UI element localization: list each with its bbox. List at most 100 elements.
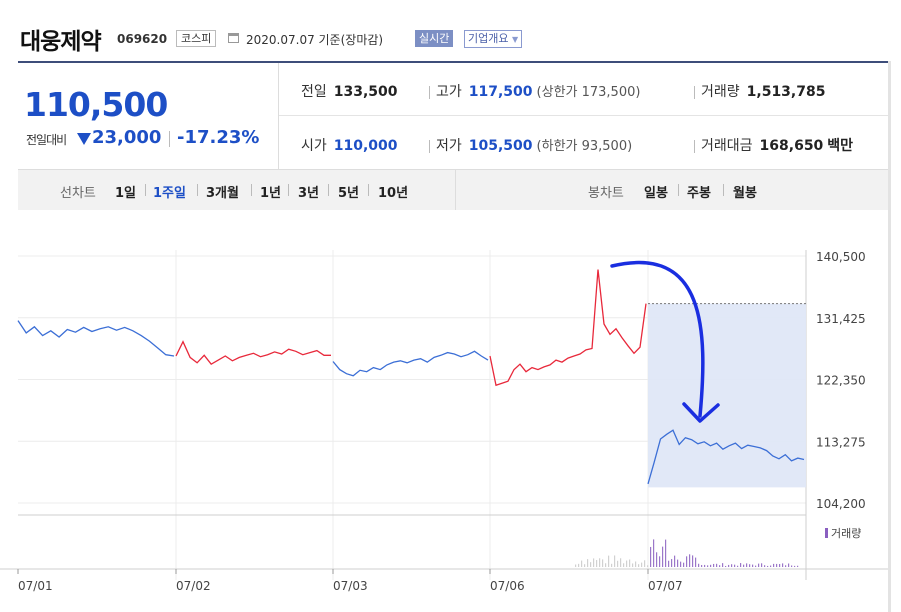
y-tick-label: 113,275 — [816, 435, 866, 449]
volume-bar — [788, 563, 790, 567]
annotation-arrow — [610, 260, 705, 418]
change-label: 전일대비 — [26, 133, 67, 147]
volume-bar — [707, 565, 709, 567]
price-line-07-07 — [647, 429, 805, 485]
scrollbar[interactable] — [888, 61, 891, 612]
volume-bar — [668, 560, 670, 567]
volume-bar — [584, 564, 586, 567]
volume-bar — [782, 563, 784, 567]
stat-value: 1,513,785 — [746, 84, 826, 100]
volume-bar — [749, 564, 751, 567]
stat-low: 저가 105,500 (하한가 93,500) — [429, 135, 632, 155]
tab-1d[interactable]: 1일 — [115, 186, 137, 201]
volume-bar — [710, 564, 712, 567]
price-stats: 전일 133,500 고가 117,500 (상한가 173,500) 거래량 1,51… — [279, 63, 890, 170]
divider — [279, 115, 890, 116]
x-tick-label: 07/03 — [333, 579, 368, 593]
volume-bar — [578, 563, 580, 567]
volume-bar — [674, 555, 676, 567]
volume-bar — [671, 559, 673, 567]
volume-bar — [785, 565, 787, 567]
change-rate: -17.23% — [177, 127, 260, 148]
volume-bar — [656, 552, 658, 567]
volume-bar — [650, 546, 652, 567]
volume-bar — [575, 564, 577, 567]
line-chart-label: 선차트 — [60, 186, 96, 201]
volume-bar — [689, 554, 691, 567]
volume-bar — [635, 561, 637, 567]
volume-bar — [644, 560, 646, 567]
stat-value: 110,000 — [333, 138, 398, 154]
volume-bar — [617, 560, 619, 567]
volume-bar — [623, 563, 625, 567]
price-box: 110,500 전일대비 23,000 -17.23% — [18, 63, 279, 170]
volume-bar — [590, 562, 592, 567]
tab-daily[interactable]: 일봉 — [644, 186, 668, 201]
tab-1w[interactable]: 1주일 — [153, 186, 186, 201]
tab-weekly[interactable]: 주봉 — [687, 186, 711, 201]
volume-bar — [632, 563, 634, 567]
stat-volume: 거래량 1,513,785 — [694, 81, 825, 101]
price-chart: 140,500 131,425 122,350 113,275 104,200 거래량 07… — [0, 210, 888, 612]
market-badge: 코스피 — [176, 30, 217, 47]
volume-bar — [605, 563, 607, 567]
company-overview-dropdown[interactable]: 기업개요 ▼ — [464, 30, 523, 48]
x-tick-label: 07/02 — [176, 579, 211, 593]
volume-bar — [665, 539, 667, 567]
stock-code: 069620 — [117, 32, 168, 46]
volume-bar — [659, 556, 661, 567]
separator — [169, 131, 170, 147]
volume-bar — [683, 562, 685, 567]
quote-panel: 110,500 전일대비 23,000 -17.23% 전일 133,500 고가… — [18, 61, 890, 211]
volume-legend-label: 거래량 — [831, 527, 861, 540]
volume-legend-swatch — [825, 528, 828, 538]
x-tick-label: 07/07 — [648, 579, 683, 593]
stock-header: 대웅제약 069620 코스피 2020.07.07 기준(장마감) 실시간 기… — [0, 0, 901, 60]
volume-bar — [791, 565, 793, 567]
realtime-button[interactable]: 실시간 — [415, 30, 454, 47]
tab-5y[interactable]: 5년 — [338, 186, 360, 201]
volume-bar — [764, 565, 766, 567]
stat-value: 105,500 — [468, 138, 533, 154]
volume-bar — [596, 560, 598, 567]
y-tick-label: 131,425 — [816, 312, 866, 326]
down-triangle-icon — [77, 133, 91, 145]
candle-chart-label: 봉차트 — [588, 186, 624, 201]
stat-value: 117,500 — [468, 84, 533, 100]
volume-bar — [773, 563, 775, 567]
stat-label: 고가 — [436, 84, 462, 100]
stat-label: 거래대금 — [701, 138, 753, 154]
volume-bar — [692, 555, 694, 567]
volume-bar — [761, 563, 763, 567]
volume-bar — [641, 562, 643, 567]
volume-bar — [755, 565, 757, 567]
tab-3y[interactable]: 3년 — [298, 186, 320, 201]
tab-3m[interactable]: 3개월 — [206, 186, 239, 201]
volume-bar — [740, 563, 742, 567]
volume-bar — [722, 563, 724, 567]
chevron-down-icon: ▼ — [511, 35, 519, 44]
volume-bar — [776, 563, 778, 567]
volume-bar — [581, 560, 583, 567]
volume-bar — [737, 565, 739, 567]
stat-open: 시가 110,000 — [301, 135, 398, 155]
volume-bar — [734, 564, 736, 567]
tab-monthly[interactable]: 월봉 — [733, 186, 757, 201]
stat-prev-close: 전일 133,500 — [301, 81, 398, 101]
volume-bar — [629, 559, 631, 567]
price-line-07-02 — [175, 340, 331, 366]
volume-bar — [626, 560, 628, 567]
tab-1y[interactable]: 1년 — [260, 186, 282, 201]
tab-10y[interactable]: 10년 — [378, 186, 409, 201]
volume-bar — [767, 565, 769, 567]
stat-label: 저가 — [436, 138, 462, 154]
price-line-07-06 — [489, 269, 647, 387]
chart-tabs: 선차트 1일 1주일 3개월 1년 3년 5년 10년 봉차트 일봉 주봉 월봉 — [18, 170, 890, 211]
volume-bar — [662, 546, 664, 567]
stat-label: 전일 — [301, 84, 327, 100]
volume-bar — [770, 565, 772, 567]
volume-bar — [677, 559, 679, 567]
volume-bar — [716, 563, 718, 567]
volume-bar — [725, 565, 727, 567]
change-amount: 23,000 — [92, 127, 162, 148]
